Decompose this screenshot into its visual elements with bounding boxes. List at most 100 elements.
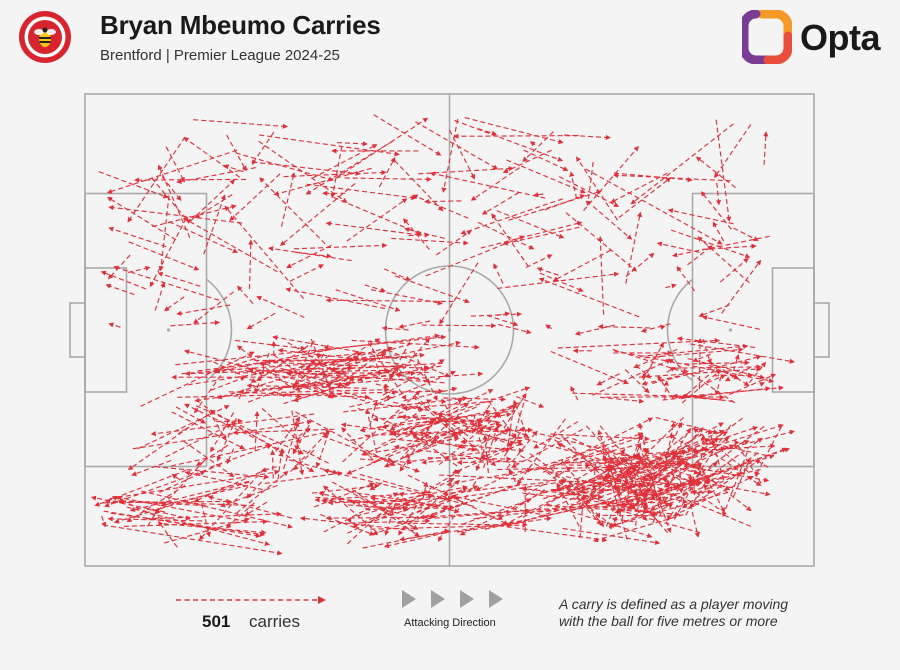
carry-arrow (193, 468, 268, 503)
carry-arrow (722, 451, 748, 517)
centre-spot (447, 328, 452, 332)
carry-arrow (594, 512, 672, 518)
carry-arrow (529, 141, 536, 147)
carry-arrow (293, 449, 315, 471)
carry-arrow (183, 440, 235, 478)
carry-arrow (498, 525, 608, 543)
carry-arrow (585, 161, 594, 207)
carry-arrow (177, 409, 216, 435)
carry-arrow (254, 357, 355, 363)
carry-arrow (638, 484, 709, 514)
carry-arrow (108, 205, 242, 224)
opta-logo: Opta (739, 9, 887, 65)
carry-arrow (671, 435, 699, 453)
carry-arrow (207, 495, 293, 519)
carry-arrow (145, 511, 282, 520)
carry-arrow (565, 212, 638, 272)
carry-arrow (544, 194, 586, 211)
carry-arrow (525, 466, 572, 496)
carry-arrow (108, 322, 121, 328)
carry-arrow (552, 461, 691, 467)
carry-arrow (359, 473, 450, 501)
carry-arrow (547, 503, 653, 539)
carry-arrow (516, 418, 566, 485)
carry-arrow (391, 237, 469, 246)
carry-arrow (246, 382, 367, 389)
carry-arrow (759, 382, 765, 387)
carry-arrow (127, 136, 186, 223)
carry-arrow (557, 337, 720, 349)
carry-arrow (157, 271, 201, 287)
carry-arrow (254, 410, 260, 451)
carry-arrow (161, 176, 182, 202)
carry-arrow (600, 396, 645, 404)
carry-arrow (331, 481, 419, 530)
carry-arrow (141, 490, 293, 529)
carry-arrow (375, 383, 390, 389)
carry-arrow (157, 164, 191, 238)
carry-arrow (665, 421, 676, 462)
carry-arrow (638, 436, 730, 507)
carry-arrow (322, 435, 420, 473)
carry-arrow (576, 156, 618, 221)
carry-arrow (216, 418, 243, 424)
carry-arrow (651, 431, 729, 469)
carry-arrow (697, 472, 743, 494)
carry-arrow (552, 249, 611, 282)
carry-arrow (398, 320, 431, 329)
carry-arrow (280, 183, 356, 246)
carry-arrow (342, 390, 421, 463)
carry-arrow (625, 464, 637, 486)
carry-arrow (157, 520, 178, 548)
carry-arrow (259, 361, 347, 389)
carry-arrow (715, 119, 732, 223)
carry-arrow (597, 324, 651, 330)
carry-arrow (256, 295, 305, 319)
carry-arrow (170, 320, 221, 327)
legend-carry-arrow (176, 596, 326, 604)
carry-arrow (194, 194, 233, 219)
carry-arrow (665, 283, 677, 289)
carry-arrow (413, 351, 438, 402)
carry-arrow (251, 131, 275, 165)
carry-arrow (273, 167, 372, 197)
carry-arrow (608, 502, 671, 529)
right-penalty-arc (666, 278, 693, 382)
carry-arrow (427, 418, 483, 424)
carry-arrow (610, 172, 668, 203)
carry-arrow (293, 242, 388, 250)
carry-arrow (325, 297, 454, 303)
carry-arrow (226, 448, 235, 465)
carry-arrow (286, 244, 332, 269)
carry-arrow (613, 172, 693, 183)
carry-arrow (507, 485, 633, 527)
carry-arrow (311, 483, 380, 494)
carry-arrow (155, 466, 270, 480)
carry-arrow (137, 405, 230, 450)
carry-arrow (643, 417, 743, 494)
carry-arrow (413, 437, 477, 452)
carry-arrow (618, 177, 672, 219)
carry-arrow (350, 518, 431, 524)
carry-arrow (641, 365, 652, 379)
carry-arrow (391, 438, 525, 454)
carry-arrow (365, 505, 409, 511)
carry-arrow (271, 393, 302, 399)
carry-arrow (558, 176, 620, 207)
carry-arrow (165, 146, 185, 183)
carry-arrow (572, 392, 725, 400)
carry-arrow (441, 118, 459, 193)
carry-arrow (474, 473, 511, 491)
carry-arrow (309, 360, 347, 376)
carry-arrow (287, 342, 343, 375)
carry-arrow (672, 475, 754, 517)
carry-arrow (295, 251, 332, 259)
carry-arrow (502, 226, 580, 246)
carry-arrow (601, 444, 649, 508)
carry-arrow (195, 405, 304, 455)
carry-arrow (574, 324, 615, 336)
carry-arrow (247, 367, 445, 384)
carry-arrow (376, 370, 457, 405)
carry-arrow (369, 340, 381, 377)
